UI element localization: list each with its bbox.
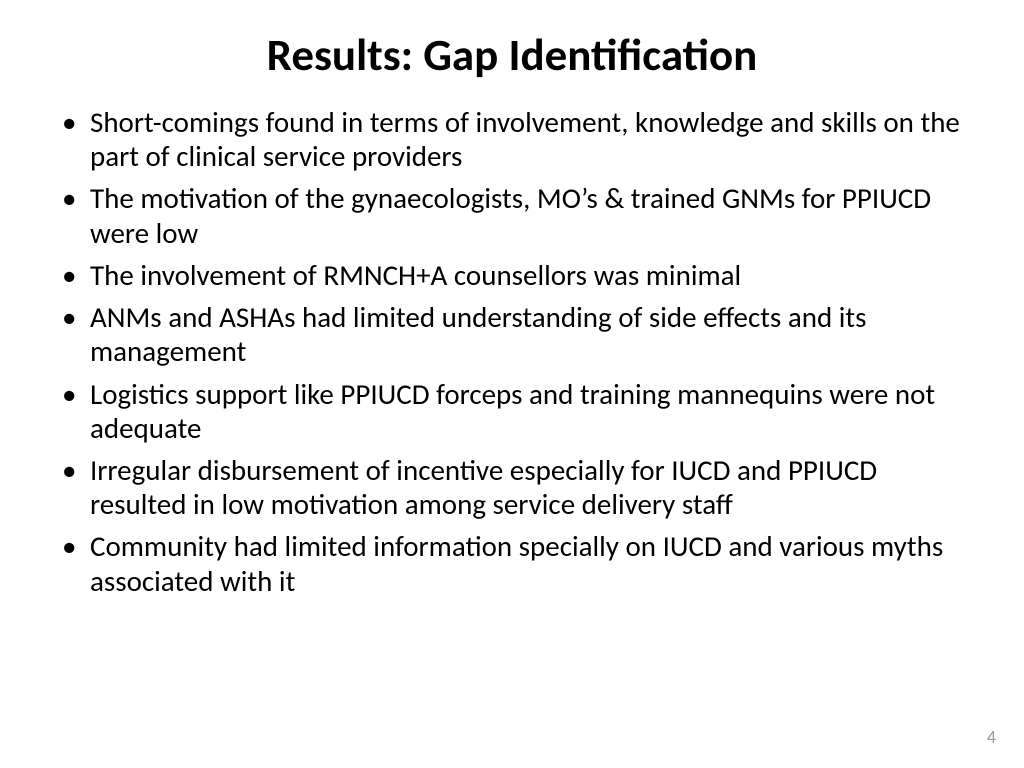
bullet-item: ANMs and ASHAs had limited understanding…	[50, 300, 974, 368]
bullet-item: Logistics support like PPIUCD forceps an…	[50, 377, 974, 445]
bullet-item: Irregular disbursement of incentive espe…	[50, 453, 974, 521]
bullet-item: Community had limited information specia…	[50, 529, 974, 597]
bullet-list: Short-comings found in terms of involvem…	[50, 105, 974, 598]
slide-title: Results: Gap Identification	[50, 28, 974, 83]
page-number: 4	[987, 726, 996, 748]
slide-container: Results: Gap Identification Short-coming…	[0, 0, 1024, 768]
bullet-item: The motivation of the gynaecologists, MO…	[50, 181, 974, 249]
bullet-item: The involvement of RMNCH+A counsellors w…	[50, 258, 974, 292]
bullet-item: Short-comings found in terms of involvem…	[50, 105, 974, 173]
